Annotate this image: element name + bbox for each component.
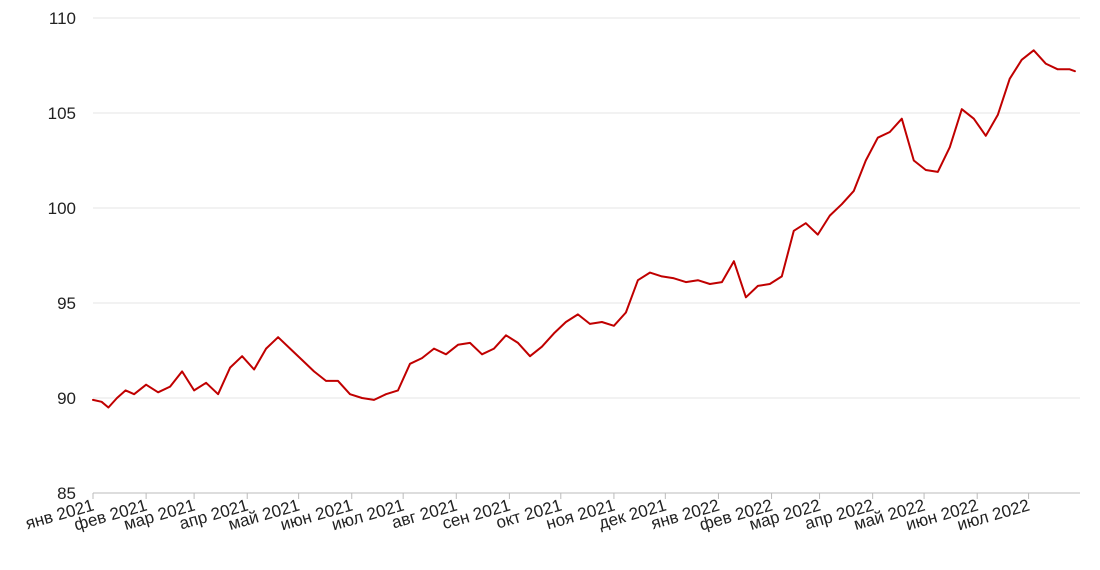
data-point [685,281,687,283]
data-point [913,159,915,162]
data-point [661,275,663,278]
data-point [385,393,387,396]
data-point [1008,78,1011,80]
data-point [601,321,603,323]
data-point [577,313,579,316]
y-tick-label: 90 [57,389,76,408]
data-point [133,393,135,396]
data-point [925,169,927,171]
data-point [107,406,110,409]
data-point [961,108,963,110]
data-point [409,363,411,365]
data-point [229,366,231,369]
data-point [745,296,747,299]
series-layer [92,49,1076,409]
data-point [697,279,699,282]
data-point [92,399,94,401]
data-point [301,359,303,361]
data-point [313,370,315,373]
data-point [781,275,783,278]
x-axis [92,492,1080,499]
data-point [145,383,147,386]
data-point [529,355,531,358]
y-tick-label: 110 [49,9,76,28]
data-point [865,159,867,162]
data-point [877,136,879,139]
data-point [997,114,999,116]
data-point [100,401,103,403]
data-point [589,323,591,325]
data-point [1032,49,1035,52]
data-point [949,146,951,148]
data-point [469,342,471,344]
data-point [889,131,891,133]
data-point [493,347,495,350]
series-line-0 [92,49,1076,409]
data-point [1068,68,1071,71]
data-point [349,393,351,396]
data-point [265,347,267,350]
data-point [901,117,903,120]
data-point [973,117,975,120]
data-point [673,277,675,280]
data-point [805,222,807,224]
data-point [397,389,399,392]
data-point [205,382,207,384]
data-point [289,347,291,350]
data-point [841,203,843,205]
y-tick-label: 85 [57,484,76,503]
data-point [157,391,159,394]
gridlines [93,17,1080,399]
data-point [241,355,243,358]
data-point [637,279,639,282]
data-point [937,171,939,173]
data-point [1044,62,1047,65]
data-point [421,357,423,359]
data-point [445,353,447,356]
data-point [169,385,171,388]
data-point [373,399,375,401]
data-point [253,368,255,371]
y-tick-label: 105 [48,104,76,123]
data-point [277,336,279,339]
data-point [709,283,711,285]
data-point [985,135,987,137]
data-point [325,380,327,382]
data-point [757,285,759,287]
data-point [1074,70,1076,72]
data-point [625,311,627,314]
data-point [193,389,195,392]
data-point [433,347,435,350]
data-point [769,283,771,285]
data-point [481,353,483,356]
data-point [733,260,735,263]
data-point [217,393,219,396]
data-point [853,190,855,192]
data-point [817,233,819,236]
y-tick-label: 100 [48,199,76,218]
data-point [793,230,795,232]
data-point [613,325,615,327]
data-point [541,345,543,348]
data-point [517,342,519,344]
data-point [1056,68,1059,71]
data-point [1020,59,1023,61]
data-point [553,332,555,335]
data-point [337,380,339,382]
data-point [565,321,567,323]
data-point [361,397,363,399]
data-point [116,397,118,399]
data-point [457,344,459,346]
data-point [829,214,831,217]
data-point [505,334,507,337]
data-point [649,271,651,274]
y-tick-label: 95 [57,294,76,313]
y-axis-tick-labels: 85 90 95 100 105 110 [48,9,76,503]
data-point [124,389,127,392]
data-point [181,370,183,373]
data-point [721,281,723,283]
